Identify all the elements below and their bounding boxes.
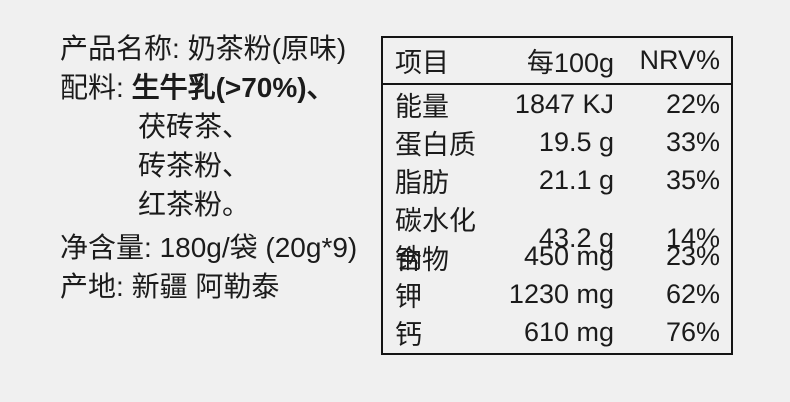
- origin-label: 产地:: [60, 271, 132, 302]
- product-info-block: 产品名称: 奶茶粉(原味) 配料: 生牛乳(>70%)、 茯砖茶、 砖茶粉、 红…: [60, 29, 357, 306]
- product-name-label: 产品名称:: [60, 33, 188, 64]
- nutrient-nrv: 76%: [665, 317, 720, 347]
- ingredients-label: 配料:: [60, 72, 132, 103]
- nutrient-amount: 450 mg: [523, 241, 614, 271]
- nutrition-row-energy: 能量 1847 KJ 22%: [383, 85, 731, 123]
- nutrition-row-fat: 脂肪 21.1 g 35%: [383, 161, 731, 199]
- origin-row: 产地: 新疆 阿勒泰: [60, 267, 357, 306]
- nutrient-name: 蛋白质: [395, 130, 476, 160]
- ingredients-row: 配料: 生牛乳(>70%)、: [60, 68, 357, 107]
- nutrient-name: 钙: [395, 320, 422, 350]
- nutrient-amount: 19.5 g: [538, 127, 614, 157]
- ingredients-line-3: 砖茶粉、: [138, 150, 251, 181]
- nutrient-name: 钾: [395, 282, 422, 312]
- nutrition-table-header: 项目 每100g NRV%: [383, 38, 731, 85]
- nutrient-amount: 610 mg: [523, 317, 614, 347]
- nutrient-amount: 1847 KJ: [514, 89, 614, 119]
- nutrient-name: 碳水化合物: [395, 206, 476, 275]
- header-nrv: NRV%: [639, 45, 720, 75]
- net-content-label: 净含量:: [60, 232, 160, 263]
- nutrition-row-sodium: 钠 450 mg 23%: [383, 237, 731, 275]
- nutrient-name: 钠: [395, 244, 422, 274]
- product-name-value: 奶茶粉(原味): [187, 33, 347, 64]
- nutrition-facts-table: 项目 每100g NRV% 能量 1847 KJ 22% 蛋白质 19.5 g …: [381, 36, 733, 355]
- nutrition-row-potassium: 钾 1230 mg 62%: [383, 275, 731, 313]
- nutrient-amount: 43.2 g: [538, 222, 614, 253]
- ingredients-line-4: 红茶粉。: [138, 189, 251, 220]
- nutrition-row-carbohydrate: 碳水化合物 43.2 g 14%: [383, 199, 731, 275]
- nutrient-nrv: 22%: [665, 89, 720, 119]
- nutrient-nrv: 33%: [665, 127, 720, 157]
- nutrient-nrv: 35%: [665, 165, 720, 195]
- nutrient-nrv: 14%: [665, 222, 720, 253]
- header-per-100g: 每100g: [526, 48, 614, 78]
- nutrient-amount: 1230 mg: [508, 279, 614, 309]
- net-content-value: 180g/袋 (20g*9): [159, 232, 358, 263]
- ingredients-first-line: 生牛乳(>70%)、: [131, 72, 335, 103]
- ingredients-line-2: 茯砖茶、: [138, 111, 251, 142]
- header-item: 项目: [395, 48, 449, 78]
- nutrient-amount: 21.1 g: [538, 165, 614, 195]
- nutrition-row-calcium: 钙 610 mg 76%: [383, 313, 731, 351]
- nutrition-row-protein: 蛋白质 19.5 g 33%: [383, 123, 731, 161]
- nutrient-nrv: 62%: [665, 279, 720, 309]
- origin-value: 新疆 阿勒泰: [131, 271, 280, 302]
- nutrient-name: 能量: [395, 92, 449, 122]
- net-content-row: 净含量: 180g/袋 (20g*9): [60, 228, 357, 267]
- product-name-row: 产品名称: 奶茶粉(原味): [60, 29, 357, 68]
- nutrient-name: 脂肪: [395, 168, 449, 198]
- nutrient-nrv: 23%: [665, 241, 720, 271]
